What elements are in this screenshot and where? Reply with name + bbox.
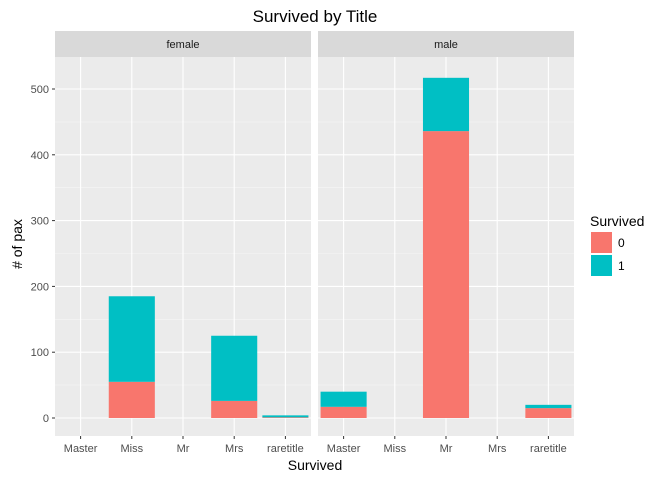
- legend-label: 1: [618, 259, 625, 273]
- legend: Survived 0 1: [590, 213, 644, 276]
- facet-strip-label: male: [434, 39, 458, 51]
- x-tick-label: raretitle: [530, 443, 567, 455]
- x-tick-label: Mr: [440, 443, 453, 455]
- bar-male-Master-survived-0: [320, 406, 367, 418]
- facet-panels: female Master Miss Mr Mrs raretitle male Master…: [31, 31, 574, 455]
- legend-key-0: [591, 232, 612, 253]
- x-tick-label: Mr: [177, 443, 190, 455]
- y-tick-label: 200: [31, 281, 49, 293]
- chart-title: Survived by Title: [253, 7, 378, 26]
- x-tick-label: Miss: [120, 443, 143, 455]
- bar-female-raretitle-survived-0: [262, 417, 309, 418]
- bar-female-Mrs-survived-0: [211, 400, 258, 418]
- x-tick-label: Master: [64, 443, 98, 455]
- bar-female-Mrs-survived-1: [211, 335, 258, 401]
- x-tick-label: Mrs: [225, 443, 244, 455]
- facet-strip: [55, 31, 311, 57]
- y-axis: 0 100 200 300 400 500: [31, 84, 55, 425]
- y-tick-label: 300: [31, 216, 49, 228]
- bar-male-raretitle-survived-1: [525, 404, 572, 409]
- y-tick-label: 500: [31, 84, 49, 96]
- legend-title: Survived: [590, 213, 644, 229]
- x-axis-title: Survived: [288, 457, 342, 473]
- x-tick-label: Master: [327, 443, 361, 455]
- bar-male-Mr-survived-1: [422, 77, 470, 132]
- facet-panel-male: male Master Miss Mr Mrs raretitle: [318, 31, 574, 455]
- facet-panel-female: female Master Miss Mr Mrs raretitle: [55, 31, 311, 455]
- bar-female-raretitle-survived-1: [262, 415, 309, 418]
- bar-female-Miss-survived-0: [108, 381, 155, 418]
- bar-male-Master-survived-1: [320, 391, 367, 407]
- y-tick-label: 0: [43, 413, 49, 425]
- legend-key-1: [591, 255, 612, 276]
- legend-label: 0: [618, 236, 625, 250]
- x-tick-label: Miss: [383, 443, 406, 455]
- y-tick-label: 100: [31, 347, 49, 359]
- y-tick-label: 400: [31, 150, 49, 162]
- x-tick-label: Mrs: [488, 443, 507, 455]
- bar-male-Mr-survived-0: [422, 131, 470, 418]
- bar-male-raretitle-survived-0: [525, 408, 572, 418]
- bar-female-Miss-survived-1: [108, 296, 155, 382]
- x-tick-label: raretitle: [267, 443, 304, 455]
- facet-strip-label: female: [166, 39, 199, 51]
- y-axis-title: # of pax: [9, 219, 25, 269]
- facet-strip: [318, 31, 574, 57]
